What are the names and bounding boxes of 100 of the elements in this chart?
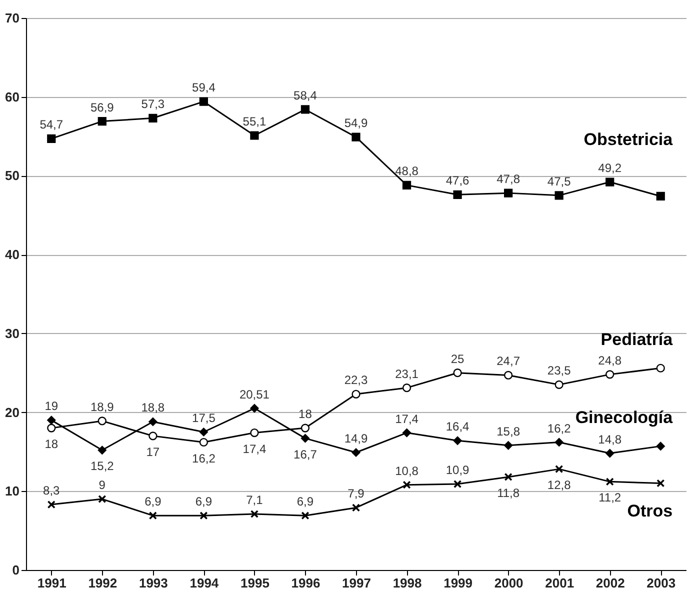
data-label: 22,3 xyxy=(344,373,368,388)
point xyxy=(554,191,564,200)
data-label: 18,8 xyxy=(141,400,165,415)
point xyxy=(504,472,512,482)
data-label: 24,7 xyxy=(496,354,520,368)
point xyxy=(656,364,665,372)
point xyxy=(453,368,462,378)
point xyxy=(656,442,665,450)
point xyxy=(200,512,208,520)
data-label: 20,51 xyxy=(239,387,270,402)
data-label: 16,7 xyxy=(294,447,318,462)
x-tick-label: 1998 xyxy=(392,576,422,590)
point xyxy=(656,192,665,201)
point xyxy=(402,428,412,438)
x-tick-label: 2000 xyxy=(494,576,524,590)
point xyxy=(504,370,513,380)
data-label: 56,9 xyxy=(90,100,114,114)
data-label: 17,5 xyxy=(192,411,216,425)
point xyxy=(656,479,665,488)
point xyxy=(504,188,513,198)
data-label: 49,2 xyxy=(598,161,622,176)
y-tick-label: 50 xyxy=(5,168,20,184)
x-tick-label: 1995 xyxy=(240,576,270,590)
point xyxy=(606,370,614,379)
data-label: 16,2 xyxy=(192,451,216,466)
point xyxy=(301,512,310,520)
data-label: 24,8 xyxy=(598,353,622,368)
y-tick-label: 0 xyxy=(12,562,20,578)
data-label: 8,3 xyxy=(43,484,60,498)
point xyxy=(606,178,614,186)
data-label: 59,4 xyxy=(192,80,216,95)
y-tick-label: 30 xyxy=(5,326,20,341)
point xyxy=(606,448,614,458)
point xyxy=(300,434,310,443)
series-label: Otros xyxy=(627,501,673,520)
point xyxy=(555,465,564,474)
point xyxy=(250,131,259,140)
y-tick-label: 60 xyxy=(5,89,20,104)
data-label: 19 xyxy=(44,399,58,414)
point xyxy=(352,390,360,398)
y-tick-label: 70 xyxy=(5,10,20,26)
data-label: 47,6 xyxy=(446,174,470,188)
point xyxy=(554,380,564,389)
point xyxy=(98,416,106,426)
data-label: 10,8 xyxy=(395,464,419,478)
point xyxy=(250,428,259,438)
point xyxy=(199,438,208,447)
point xyxy=(148,512,157,520)
data-label: 16,2 xyxy=(547,421,572,436)
data-label: 47,8 xyxy=(496,172,520,186)
point xyxy=(606,478,614,486)
data-label: 25 xyxy=(450,352,465,366)
data-label: 54,9 xyxy=(344,116,368,130)
data-label: 54,7 xyxy=(40,118,64,132)
x-tick-label: 1997 xyxy=(342,576,371,590)
point xyxy=(352,132,360,142)
data-label: 7,9 xyxy=(348,486,365,501)
x-tick-label: 2003 xyxy=(646,576,676,590)
data-label: 17 xyxy=(146,444,160,459)
x-tick-label: 2001 xyxy=(545,576,574,590)
point xyxy=(504,441,513,450)
point xyxy=(47,500,56,509)
point xyxy=(352,504,360,512)
data-label: 48,8 xyxy=(395,164,419,178)
text: Obstetricia xyxy=(584,130,674,150)
data-label: 17,4 xyxy=(395,412,419,426)
x-tick-label: 1991 xyxy=(37,576,66,590)
point xyxy=(47,424,56,432)
x-tick-label: 1994 xyxy=(190,576,220,590)
data-label: 6,9 xyxy=(195,494,212,509)
data-label: 11,8 xyxy=(497,486,520,500)
data-label: 10,9 xyxy=(446,463,470,478)
data-label: 57,3 xyxy=(141,97,165,112)
point xyxy=(250,404,259,413)
series-label: Ginecología xyxy=(575,408,674,428)
point xyxy=(98,494,106,504)
data-label: 23,1 xyxy=(395,366,419,381)
x-tick-label: 1993 xyxy=(138,576,168,590)
point xyxy=(98,446,106,454)
data-label: 7,1 xyxy=(246,493,264,508)
point xyxy=(352,448,360,457)
data-label: 18 xyxy=(298,407,312,422)
x-tick-label: 1996 xyxy=(291,576,320,590)
point xyxy=(47,134,56,143)
point xyxy=(47,416,56,424)
point xyxy=(402,480,411,489)
data-label: 9 xyxy=(98,478,106,492)
y-tick-label: 20 xyxy=(5,404,20,420)
data-label: 12,8 xyxy=(547,478,572,492)
point xyxy=(554,438,564,447)
series-label: Pediatría xyxy=(600,330,674,350)
point xyxy=(199,428,208,436)
data-label: 15,8 xyxy=(496,424,520,438)
point xyxy=(300,105,310,114)
data-label: 6,9 xyxy=(296,494,314,509)
point xyxy=(453,480,462,488)
point xyxy=(199,97,208,106)
data-label: 18 xyxy=(44,437,58,452)
data-label: 14,8 xyxy=(598,432,622,446)
data-label: 55,1 xyxy=(242,114,266,128)
